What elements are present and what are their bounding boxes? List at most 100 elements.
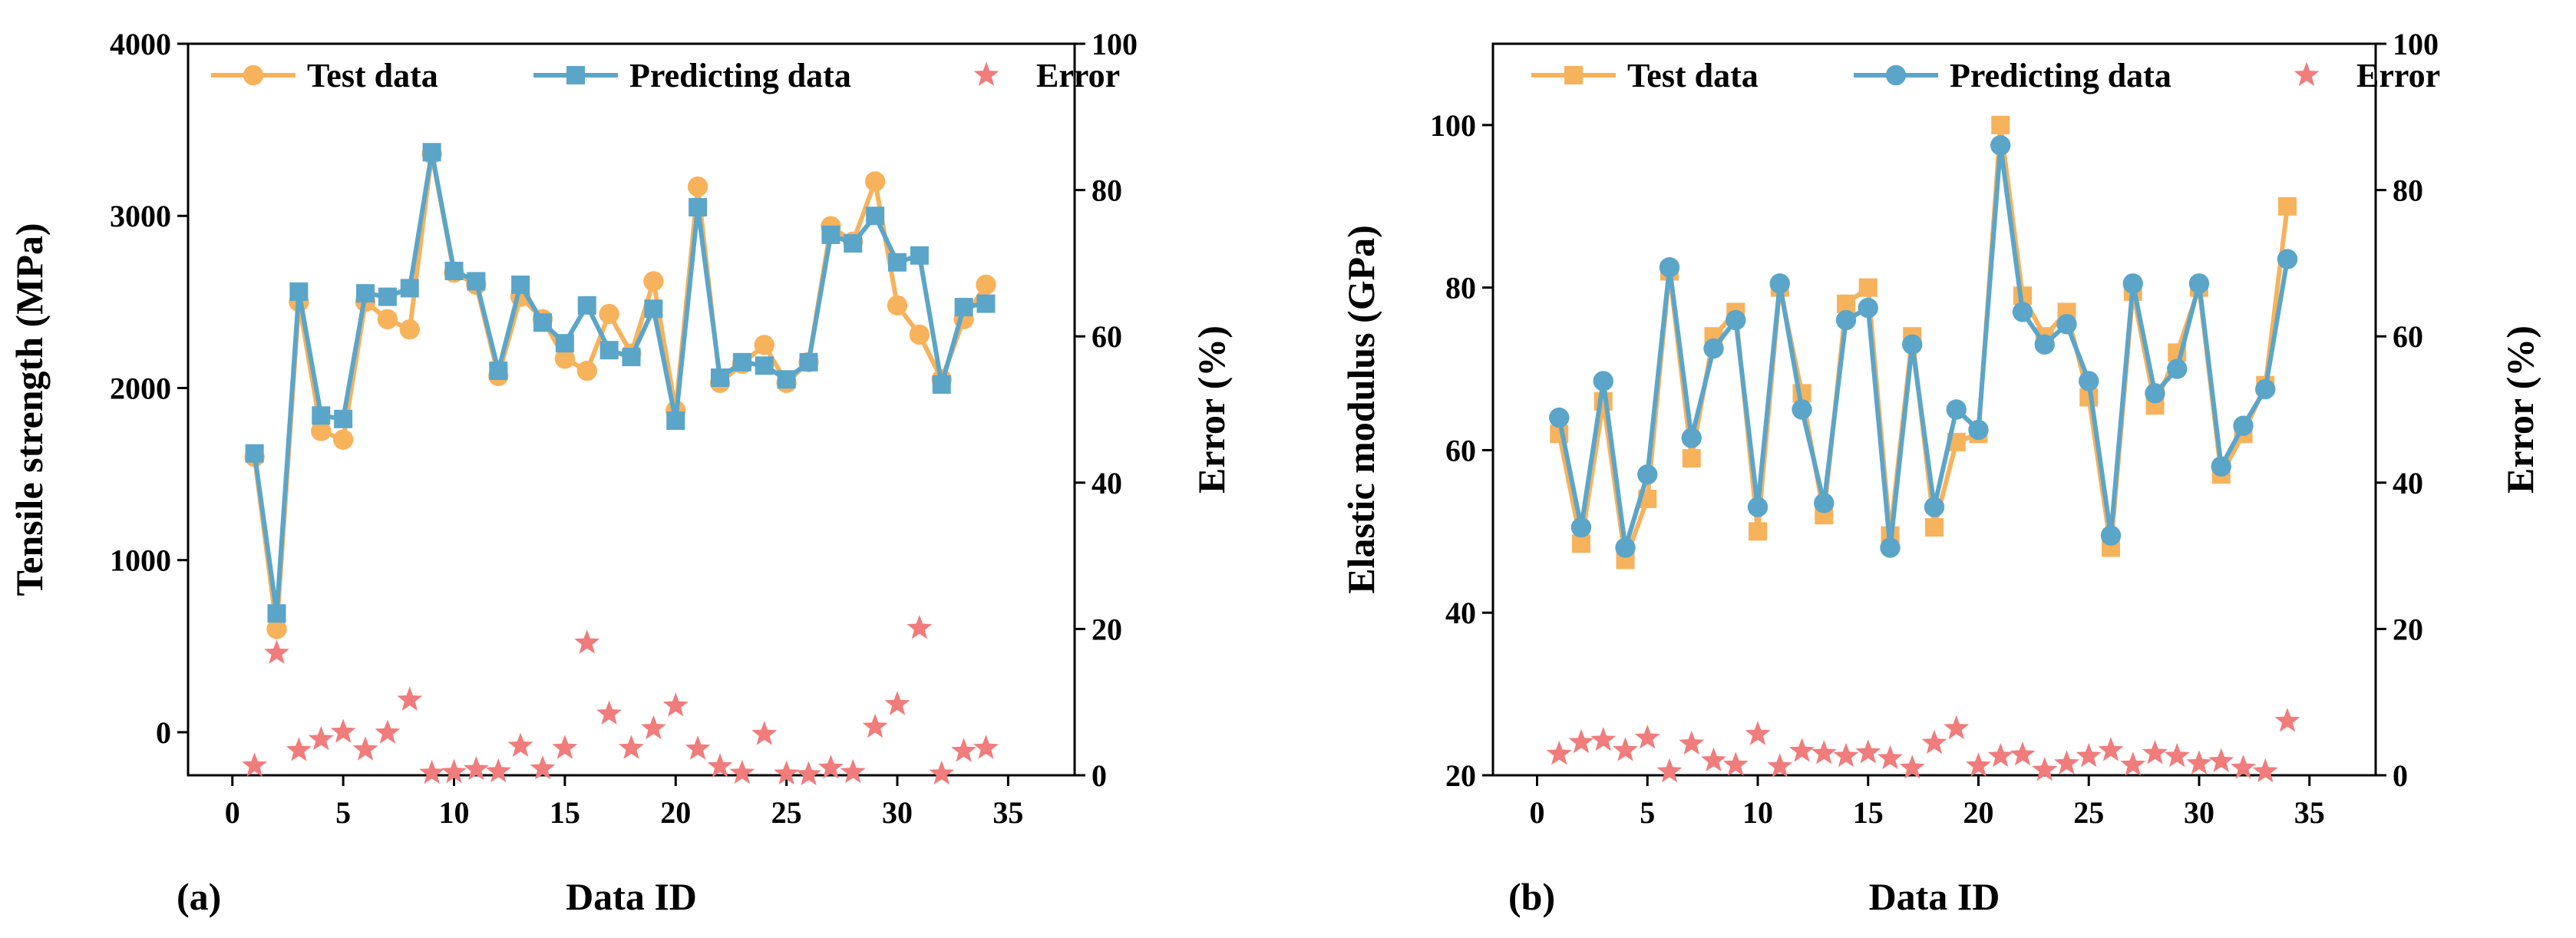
data-point (884, 691, 910, 715)
data-point (751, 721, 778, 745)
data-point (799, 352, 818, 372)
data-point (2233, 415, 2254, 436)
data-point (1987, 742, 2013, 768)
data-point (866, 206, 885, 226)
data-point (1990, 135, 2011, 156)
data-point (1944, 715, 1970, 740)
y2-tick-label: 60 (1091, 319, 1122, 354)
data-point (1902, 334, 1923, 355)
y-axis-label: Tensile strength (MPa) (8, 223, 51, 596)
data-point (2056, 314, 2077, 335)
legend-label: Error (1036, 57, 1120, 94)
plot-frame (187, 42, 1076, 777)
y-axis-label: Elastic modulus (GPa) (1339, 225, 1382, 594)
data-point (1682, 449, 1701, 468)
data-point (312, 406, 331, 425)
legend-item: Predicting data (1854, 57, 2171, 94)
data-point (352, 736, 378, 761)
data-point (976, 294, 996, 313)
data-point (844, 234, 863, 253)
data-point (732, 352, 751, 372)
data-point (640, 715, 666, 740)
data-point (1924, 497, 1945, 517)
y-tick-label: 4000 (110, 27, 171, 61)
data-point (574, 629, 600, 654)
x-tick-label: 15 (1853, 795, 1884, 830)
series-predicting-data (245, 143, 996, 623)
legend: Test data Predicting data Error (1531, 57, 2440, 94)
data-point (1855, 739, 1881, 764)
series-line (1557, 143, 2290, 550)
data-point (422, 143, 441, 162)
series-predicting-data (1549, 135, 2298, 558)
data-point (1966, 752, 1991, 777)
data-point (2100, 525, 2122, 546)
x-tick-label: 15 (550, 795, 580, 830)
y-tick-label: 2000 (110, 371, 171, 405)
data-point (1925, 518, 1944, 537)
data-point (400, 279, 419, 298)
data-point (1681, 428, 1702, 448)
data-point (2098, 737, 2124, 761)
data-point (2186, 750, 2212, 775)
data-point (552, 735, 578, 759)
legend-marker (973, 61, 999, 86)
data-point (554, 348, 576, 369)
data-point (2054, 750, 2079, 775)
data-point (2277, 249, 2298, 269)
data-point (511, 275, 530, 294)
data-point (1722, 751, 1749, 776)
legend-label: Predicting data (1950, 57, 2171, 94)
data-point (2252, 758, 2278, 783)
data-point (619, 735, 644, 759)
y-tick-label: 20 (1445, 758, 1476, 793)
data-point (755, 356, 774, 375)
data-point (378, 287, 397, 306)
data-point (2012, 302, 2033, 322)
y-tick-label: 40 (1445, 596, 1476, 630)
data-point (1549, 407, 1570, 428)
x-tick-label: 20 (660, 795, 691, 830)
data-point (1679, 730, 1705, 755)
data-point (599, 341, 619, 360)
data-point (707, 753, 733, 778)
data-point (796, 761, 821, 786)
data-point (643, 271, 664, 292)
data-point (2079, 371, 2099, 391)
data-point (666, 411, 685, 431)
series-line (1557, 122, 2290, 563)
data-point (954, 298, 973, 317)
data-point (662, 692, 689, 717)
data-point (599, 303, 619, 325)
x-tick-label: 35 (992, 795, 1023, 830)
data-point (821, 225, 841, 244)
data-point (264, 639, 289, 664)
data-point (1811, 740, 1837, 765)
data-point (266, 619, 287, 639)
data-point (1615, 537, 1636, 558)
chart-panel-a: 0 5 10 15 20 25 30 35 0 1000 2000 3000 4000 0 20 40 60 80… (8, 27, 1233, 918)
legend: Test data Predicting data Error (211, 57, 1120, 94)
data-point (2255, 378, 2276, 400)
data-point (2032, 757, 2058, 781)
legend-item: Test data (211, 57, 438, 94)
data-point (467, 272, 486, 291)
y2-tick-label: 100 (2393, 27, 2439, 61)
data-point (1747, 497, 1769, 517)
data-point (1833, 742, 1859, 768)
data-point (1613, 737, 1638, 761)
x-tick-label: 10 (439, 795, 470, 830)
data-point (1921, 729, 1947, 755)
data-point (2188, 273, 2210, 294)
y2-axis-label: Error (%) (2498, 325, 2541, 494)
legend-item: Predicting data (533, 57, 851, 94)
chart-panel-b: 0 5 10 15 20 25 30 35 20 40 60 80 100 0 20 40 60 80 100 Dat… (1339, 27, 2541, 918)
data-point (864, 171, 886, 192)
data-point (577, 296, 596, 315)
data-point (1701, 747, 1726, 771)
data-point (1968, 419, 1989, 441)
data-point (1991, 115, 2010, 134)
data-point (576, 360, 597, 381)
data-point (419, 759, 445, 784)
